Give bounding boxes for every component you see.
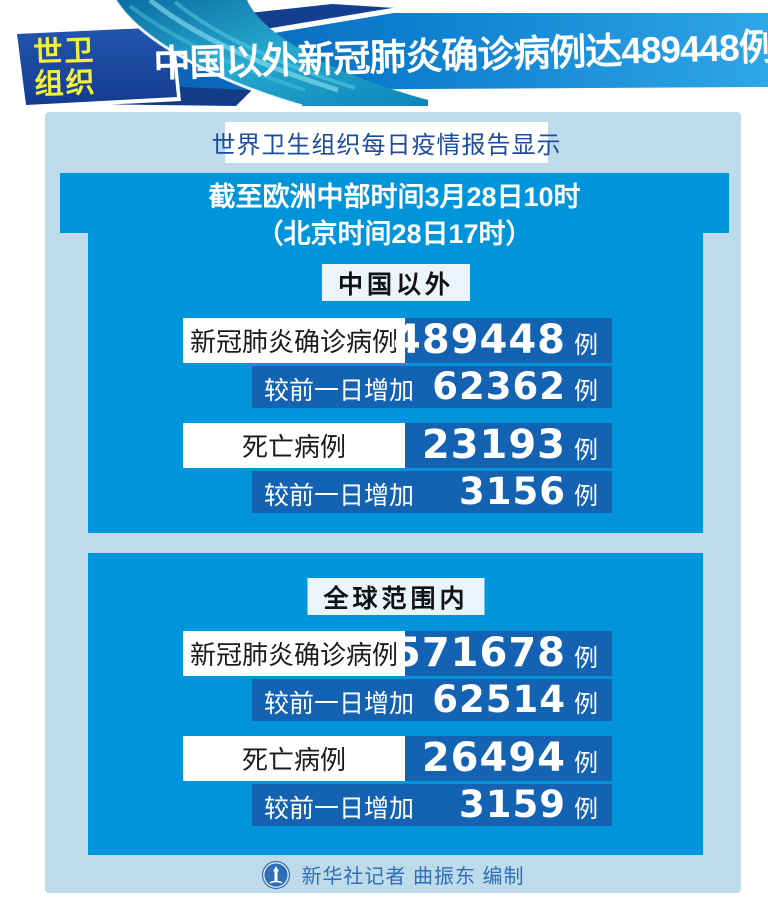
row-label: 较前一日增加 [264,690,415,718]
row-value-box: 23193 例 [405,423,612,468]
report-datetime: 截至欧洲中部时间3月28日10时 （北京时间28日17时） [60,181,729,251]
report-datetime-line2: （北京时间28日17时） [256,219,533,250]
row-value: 3159 [459,783,566,826]
row-value: 3156 [459,470,566,513]
row-label: 新冠肺炎确诊病例 [183,631,405,676]
row-value: 23193 [421,422,566,468]
row-value: 26494 [421,735,566,781]
row-value-box: 571678 例 [393,631,612,676]
row-unit: 例 [574,691,598,718]
row-unit: 例 [574,645,598,672]
row-value-box: 489448 例 [393,318,612,363]
report-source-note: 世界卫生组织每日疫情报告显示 [212,122,561,163]
row-label: 较前一日增加 [264,377,415,405]
row-label: 较前一日增加 [264,795,415,823]
row-label: 较前一日增加 [264,482,415,510]
who-badge-line1: 世卫 [32,34,96,70]
row-label: 死亡病例 [183,423,405,468]
row-deaths-global: 死亡病例 26494 例 [183,736,612,781]
footer-credit: 新华社记者 曲振东 编制 [45,856,741,893]
row-confirmed-increase-outside-china: 较前一日增加 62362 例 [252,366,612,408]
row-confirmed-increase-global: 较前一日增加 62514 例 [252,679,612,721]
row-confirmed-global: 新冠肺炎确诊病例 571678 例 [183,631,612,676]
row-unit: 例 [574,378,598,405]
row-value: 489448 [393,317,566,363]
xinhua-logo-icon [262,860,291,889]
row-unit: 例 [574,332,598,359]
who-badge: 世卫 组织 [33,35,97,102]
row-deaths-outside-china: 死亡病例 23193 例 [183,423,612,468]
section-label-global: 全球范围内 [307,578,485,615]
row-label: 死亡病例 [183,736,405,781]
row-unit: 例 [574,750,598,777]
row-value-box: 26494 例 [405,736,612,781]
section-label-outside-china: 中国以外 [321,264,471,301]
row-confirmed-outside-china: 新冠肺炎确诊病例 489448 例 [183,318,612,363]
row-unit: 例 [574,796,598,823]
row-value: 62362 [432,365,566,408]
row-deaths-increase-global: 较前一日增加 3159 例 [252,784,612,826]
report-datetime-line1: 截至欧洲中部时间3月28日10时 [208,182,581,212]
header-ribbon-graphic [13,0,768,109]
row-unit: 例 [574,437,598,464]
row-value: 62514 [432,678,566,721]
panel-outside-china-header-band [60,173,729,233]
row-deaths-increase-outside-china: 较前一日增加 3156 例 [252,471,612,513]
row-unit: 例 [574,483,598,510]
who-badge-line2: 组织 [34,67,98,102]
footer-credit-text: 新华社记者 曲振东 编制 [301,866,525,888]
row-value: 571678 [393,630,566,676]
row-label: 新冠肺炎确诊病例 [183,318,405,363]
